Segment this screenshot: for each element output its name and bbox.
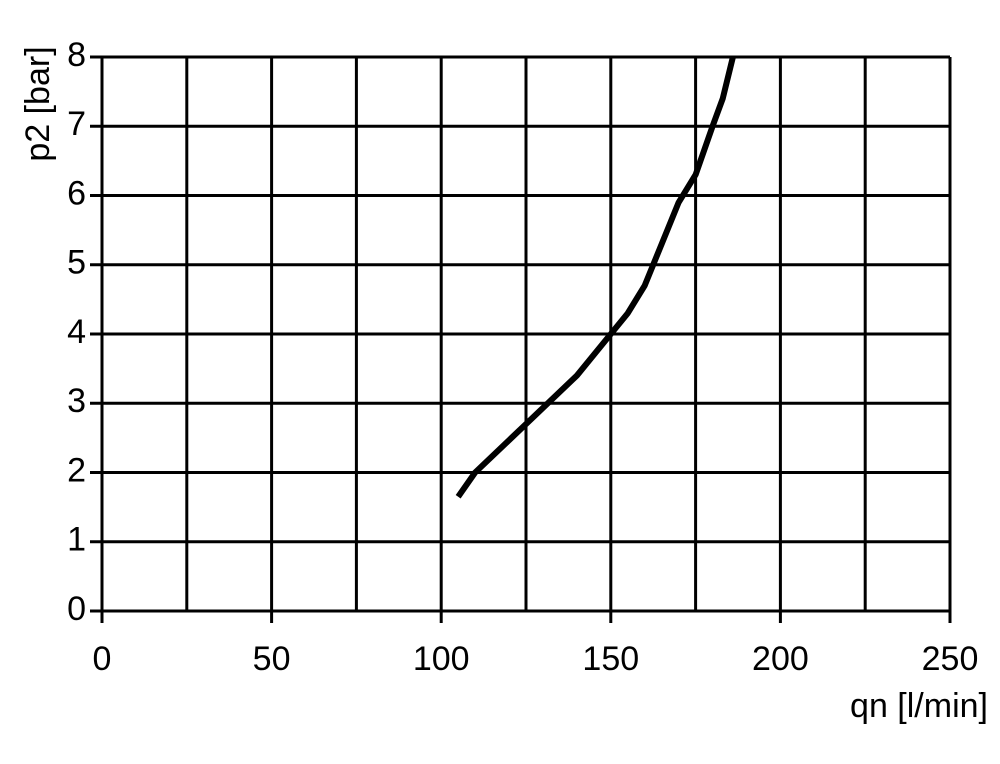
y-tick-label: 5	[67, 244, 86, 282]
y-tick-label: 7	[67, 105, 86, 143]
y-tick-label: 8	[67, 36, 86, 74]
y-tick-label: 4	[67, 313, 86, 351]
x-tick-label: 150	[582, 640, 639, 678]
y-tick-label: 0	[67, 590, 86, 628]
y-tick-label: 6	[67, 174, 86, 212]
y-tick-label: 1	[67, 521, 86, 559]
curve	[455, 56, 736, 499]
x-tick-label: 0	[93, 640, 112, 678]
x-tick-label: 100	[413, 640, 470, 678]
x-tick-label: 50	[253, 640, 291, 678]
y-axis-label: p2 [bar]	[19, 46, 57, 161]
x-axis-label: qn [l/min]	[850, 687, 988, 725]
y-tick-label: 2	[67, 451, 86, 489]
x-tick-label: 250	[922, 640, 979, 678]
y-tick-label: 3	[67, 382, 86, 420]
x-tick-label: 200	[752, 640, 809, 678]
